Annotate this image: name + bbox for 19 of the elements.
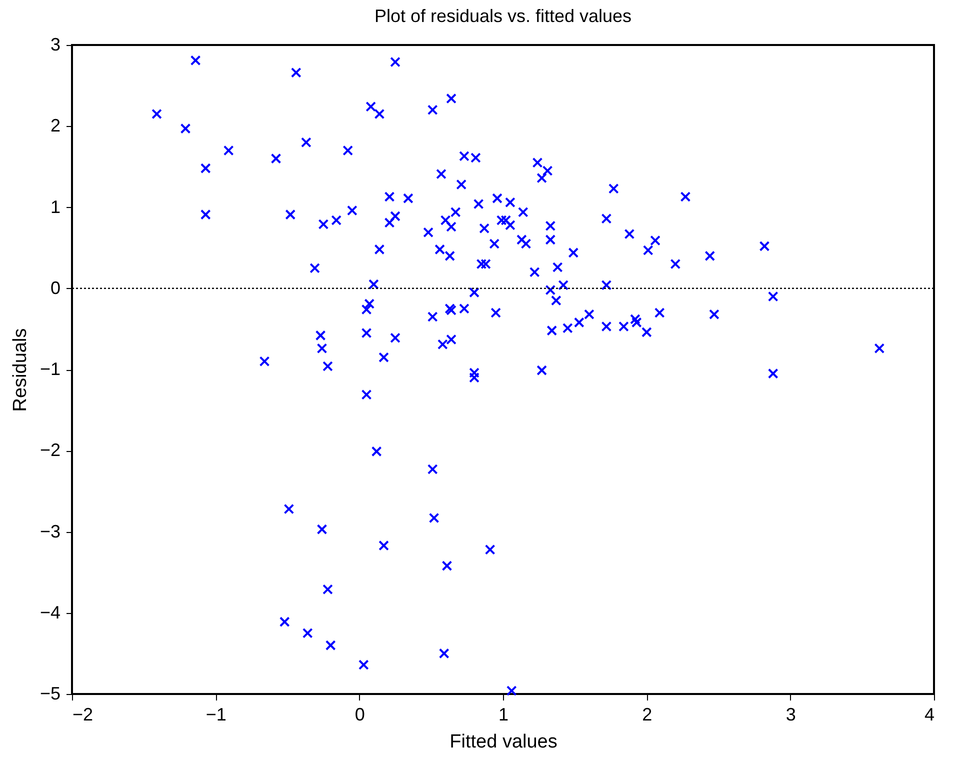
y-tick-label: −4 (40, 602, 60, 622)
chart-title: Plot of residuals vs. fitted values (374, 6, 632, 26)
x-tick-label: 1 (498, 704, 509, 724)
x-tick-label: 4 (924, 704, 934, 724)
y-tick-label: −2 (40, 440, 60, 460)
x-tick-label: 0 (354, 704, 365, 724)
x-axis-title: Fitted values (450, 732, 558, 752)
x-tick-label: −2 (72, 704, 94, 724)
y-tick-label: −5 (40, 684, 60, 704)
y-tick-label: −1 (40, 359, 60, 379)
x-tick-label: −1 (206, 704, 226, 724)
y-tick-label: 2 (50, 116, 60, 136)
y-axis-title: Residuals (10, 328, 31, 412)
y-tick-label: 0 (50, 278, 60, 298)
x-tick-label: 3 (786, 704, 796, 724)
y-tick-label: −3 (40, 521, 60, 542)
x-tick-label: 2 (642, 704, 652, 724)
y-tick-label: 1 (50, 196, 60, 217)
y-tick-label: 3 (50, 34, 60, 54)
